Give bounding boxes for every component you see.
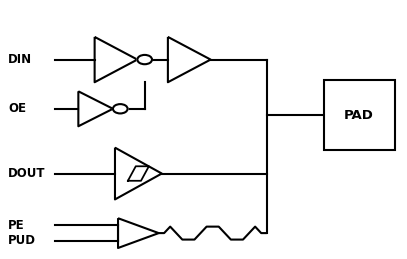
Text: PAD: PAD: [344, 109, 374, 122]
Text: OE: OE: [8, 102, 26, 115]
Text: DIN: DIN: [8, 53, 32, 66]
Bar: [324, 80, 395, 150]
Circle shape: [113, 104, 127, 113]
Circle shape: [138, 55, 152, 64]
Text: PE: PE: [8, 219, 25, 232]
Text: PUD: PUD: [8, 234, 36, 247]
Text: DOUT: DOUT: [8, 167, 46, 180]
